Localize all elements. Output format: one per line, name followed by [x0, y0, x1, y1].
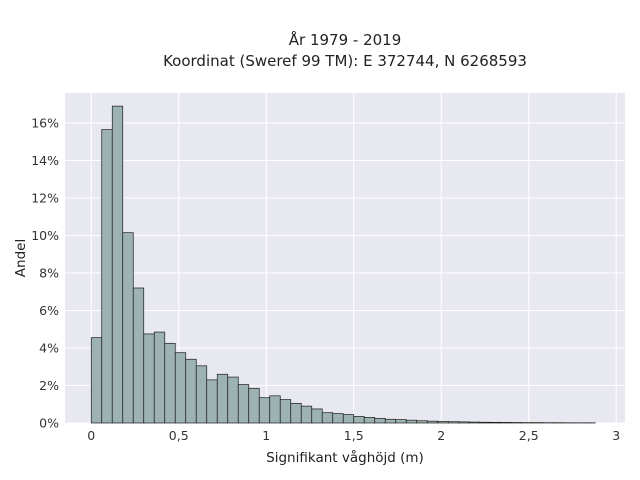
histogram-bar	[426, 420, 439, 424]
x-tick-label: 2,5	[519, 428, 539, 443]
x-tick-label: 0,5	[169, 428, 189, 443]
chart-title-line-1: År 1979 - 2019	[289, 30, 402, 49]
histogram-bar	[195, 365, 208, 424]
histogram-bar	[395, 419, 407, 424]
y-tick-label: 16%	[31, 116, 59, 131]
histogram-bar	[269, 395, 281, 424]
histogram-bar	[132, 287, 145, 424]
histogram-bar	[227, 376, 239, 424]
histogram-bar	[164, 342, 176, 424]
histogram-bar	[374, 417, 386, 424]
histogram-bar	[258, 397, 271, 424]
histogram-bar	[437, 421, 449, 424]
histogram-bar	[111, 105, 124, 424]
x-tick-label: 3	[612, 428, 620, 443]
histogram-bar	[458, 421, 470, 424]
histogram-bar	[153, 331, 166, 424]
y-tick-label: 12%	[31, 191, 59, 206]
x-axis-tick-labels: 0 0,5 1 1,5 2 2,5 3	[87, 428, 620, 443]
histogram-bar	[101, 129, 113, 424]
histogram-bar	[384, 418, 397, 424]
histogram-bar	[174, 352, 187, 424]
y-tick-label: 2%	[39, 378, 59, 393]
y-tick-label: 6%	[39, 303, 59, 318]
y-tick-label: 0%	[39, 416, 59, 431]
histogram-bar	[90, 337, 103, 424]
vertical-gridlines	[90, 93, 617, 423]
histogram-bar	[237, 384, 250, 424]
histogram-bar	[143, 333, 155, 424]
histogram-bar	[185, 358, 197, 424]
chart-title-line-2: Koordinat (Sweref 99 TM): E 372744, N 62…	[163, 52, 527, 70]
histogram-bar	[479, 421, 491, 424]
histogram-bar	[248, 387, 260, 424]
histogram-bar	[216, 373, 229, 424]
x-tick-label: 2	[437, 428, 445, 443]
histogram-bar	[206, 379, 218, 424]
y-tick-label: 8%	[39, 266, 59, 281]
histogram-bar	[416, 420, 428, 424]
y-axis-tick-labels: 0% 2% 4% 6% 8% 10% 12% 14% 16%	[31, 116, 59, 431]
x-tick-label: 1,5	[344, 428, 364, 443]
histogram-bar	[311, 408, 323, 424]
histogram-bar	[332, 413, 344, 424]
x-axis-label: Signifikant våghöjd (m)	[266, 449, 424, 466]
histogram-bar	[489, 421, 502, 424]
y-tick-label: 10%	[31, 228, 59, 243]
histogram-bar	[122, 232, 134, 424]
histogram-bar	[447, 421, 460, 424]
histogram-bar	[290, 402, 302, 424]
histogram-bar	[363, 417, 376, 424]
histogram-bar	[500, 422, 512, 424]
histogram-bar	[353, 416, 365, 424]
histogram-bar	[321, 412, 334, 424]
x-tick-label: 1	[262, 428, 270, 443]
x-tick-label: 0	[87, 428, 95, 443]
histogram-bar	[342, 414, 355, 424]
histogram-bar	[300, 405, 313, 424]
y-tick-label: 4%	[39, 341, 59, 356]
histogram-bar	[405, 419, 418, 424]
y-axis-label: Andel	[13, 239, 29, 277]
histogram-bar	[468, 421, 481, 424]
histogram-bar	[279, 399, 292, 424]
histogram-bars	[90, 105, 596, 424]
y-tick-label: 14%	[31, 153, 59, 168]
